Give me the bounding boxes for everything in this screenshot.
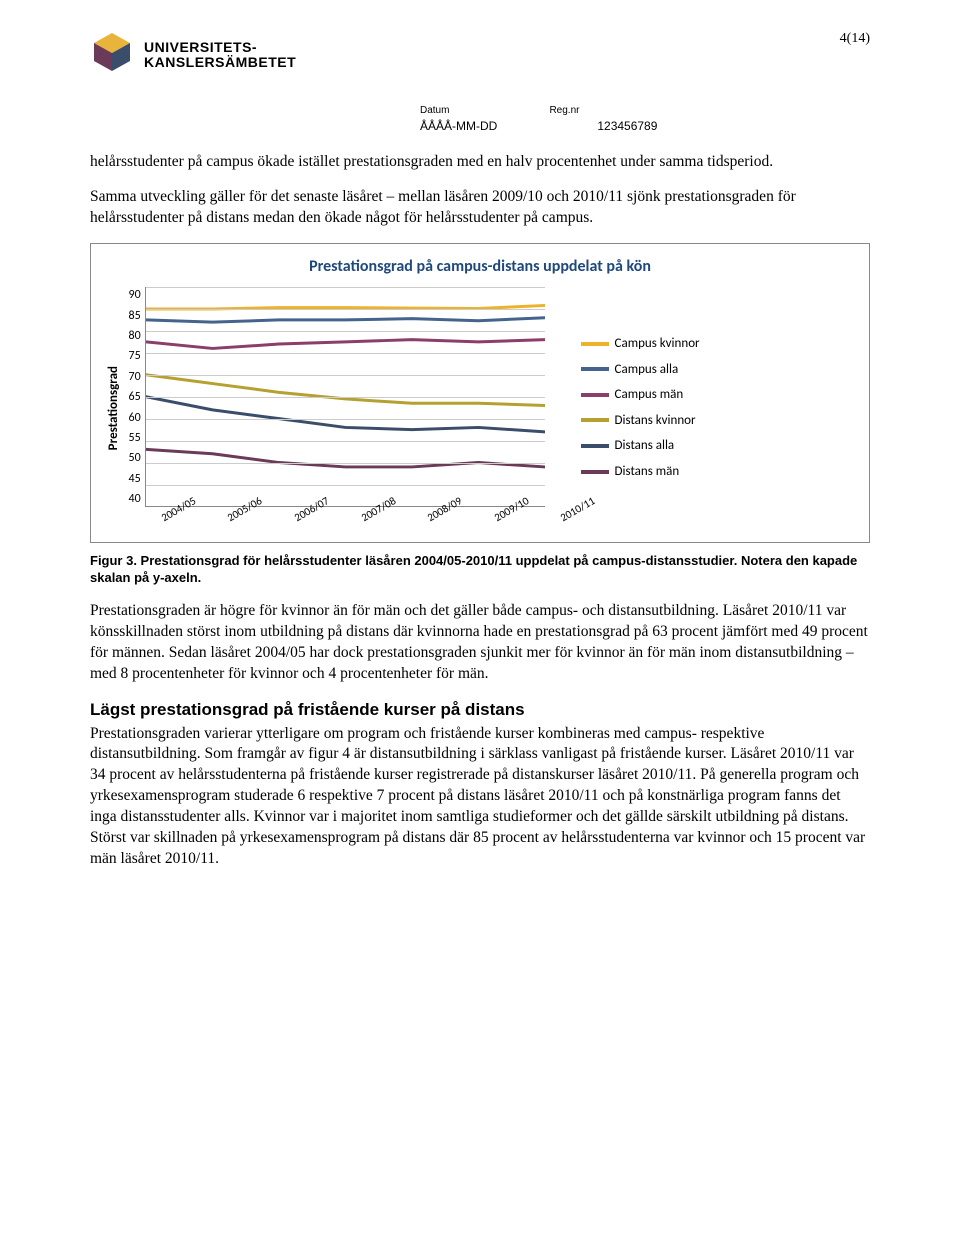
chart-x-tick: 2005/06	[225, 513, 232, 526]
paragraph-2: Samma utveckling gäller för det senaste …	[90, 187, 870, 229]
chart-gridline	[146, 441, 545, 442]
chart-y-tick: 45	[129, 471, 141, 487]
logo-cube-icon	[90, 30, 134, 80]
legend-item: Campus män	[581, 386, 700, 404]
legend-label: Campus män	[615, 386, 684, 404]
paragraph-4: Prestationsgraden varierar ytterligare o…	[90, 724, 870, 870]
legend-label: Distans män	[615, 463, 680, 481]
chart-gridline	[146, 287, 545, 288]
legend-swatch-icon	[581, 393, 609, 397]
chart-x-ticks: 2004/05 2005/06 2006/07 2007/08 2008/09 2009/…	[159, 513, 559, 528]
legend-label: Campus alla	[615, 361, 679, 379]
meta-regnr-label: Reg.nr	[549, 104, 579, 118]
chart-y-tick: 55	[129, 430, 141, 446]
logo-text: UNIVERSITETS- KANSLERSÄMBETET	[144, 40, 296, 71]
chart-y-tick: 80	[129, 328, 141, 344]
chart-y-tick: 50	[129, 450, 141, 466]
chart-container: Prestationsgrad på campus-distans uppdel…	[90, 243, 870, 543]
legend-swatch-icon	[581, 444, 609, 448]
chart-y-ticks: 90 85 80 75 70 65 60 55 50 45 40	[129, 287, 145, 507]
chart-x-tick: 2010/11	[558, 513, 565, 526]
section-heading: Lägst prestationsgrad på fristående kurs…	[90, 699, 870, 722]
legend-item: Distans män	[581, 463, 700, 481]
chart-x-tick: 2008/09	[425, 513, 432, 526]
chart-plot-area	[145, 287, 545, 507]
chart-x-tick: 2007/08	[359, 513, 366, 526]
chart-y-tick: 60	[129, 410, 141, 426]
legend-swatch-icon	[581, 342, 609, 346]
legend-label: Distans kvinnor	[615, 412, 696, 430]
legend-item: Campus kvinnor	[581, 335, 700, 353]
paragraph-3: Prestationsgraden är högre för kvinnor ä…	[90, 601, 870, 685]
meta-regnr-value: 123456789	[597, 118, 657, 134]
chart-series-line	[146, 318, 545, 322]
chart-y-axis-label: Prestationsgrad	[105, 366, 123, 450]
chart-y-tick: 85	[129, 308, 141, 324]
chart-x-tick: 2006/07	[292, 513, 299, 526]
legend-label: Campus kvinnor	[615, 335, 700, 353]
chart-gridline	[146, 419, 545, 420]
page-number: 4(14)	[840, 30, 870, 49]
figure-caption: Figur 3. Prestationsgrad för helårsstude…	[90, 553, 870, 587]
chart-gridline	[146, 463, 545, 464]
chart-x-tick: 2004/05	[159, 513, 166, 526]
legend-item: Campus alla	[581, 361, 700, 379]
chart-series-line	[146, 375, 545, 406]
chart-y-tick: 75	[129, 348, 141, 364]
chart-gridline	[146, 309, 545, 310]
page-header: UNIVERSITETS- KANSLERSÄMBETET 4(14)	[90, 30, 870, 80]
chart-series-line	[146, 450, 545, 468]
chart-y-tick: 90	[129, 287, 141, 303]
chart-gridline	[146, 331, 545, 332]
chart-series-line	[146, 397, 545, 432]
legend-item: Distans alla	[581, 437, 700, 455]
chart-y-tick: 65	[129, 389, 141, 405]
chart-legend: Campus kvinnor Campus alla Campus män Dista…	[575, 287, 700, 528]
legend-swatch-icon	[581, 470, 609, 474]
chart-x-tick: 2009/10	[492, 513, 499, 526]
chart-gridline	[146, 397, 545, 398]
chart-y-tick: 70	[129, 369, 141, 385]
meta-datum-value: ÅÅÅÅ-MM-DD	[420, 118, 497, 134]
legend-label: Distans alla	[615, 437, 675, 455]
chart-gridline	[146, 353, 545, 354]
logo-line2: KANSLERSÄMBETET	[144, 55, 296, 70]
logo-line1: UNIVERSITETS-	[144, 40, 296, 55]
chart-gridline	[146, 485, 545, 486]
legend-swatch-icon	[581, 418, 609, 422]
chart-title: Prestationsgrad på campus-distans uppdel…	[105, 256, 855, 278]
doc-meta: Datum Reg.nr ÅÅÅÅ-MM-DD 123456789	[420, 104, 870, 134]
meta-datum-label: Datum	[420, 104, 449, 118]
chart-gridline	[146, 375, 545, 376]
chart-series-line	[146, 340, 545, 349]
chart-body: Prestationsgrad 90 85 80 75 70 65 60 55 50 45 40 2…	[105, 287, 855, 528]
logo: UNIVERSITETS- KANSLERSÄMBETET	[90, 30, 296, 80]
chart-y-tick: 40	[129, 491, 141, 507]
paragraph-1: helårsstudenter på campus ökade istället…	[90, 152, 870, 173]
legend-item: Distans kvinnor	[581, 412, 700, 430]
legend-swatch-icon	[581, 367, 609, 371]
